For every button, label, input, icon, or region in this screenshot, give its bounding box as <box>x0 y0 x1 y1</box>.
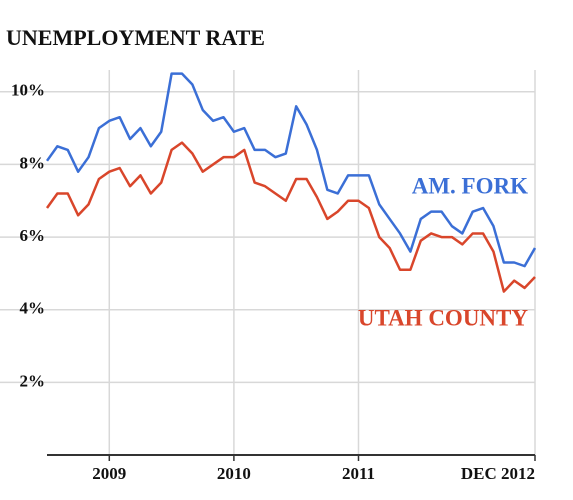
series-line <box>45 141 536 293</box>
y-tick-label: 4% <box>20 299 46 318</box>
y-tick-label: 6% <box>20 226 46 245</box>
y-tick-label: 2% <box>20 371 46 390</box>
x-tick-label: 2011 <box>342 464 375 483</box>
x-tick-label: 2009 <box>92 464 126 483</box>
y-tick-label: 8% <box>20 153 46 172</box>
series-line <box>45 72 537 268</box>
x-tick-label: 2010 <box>217 464 251 483</box>
series-label: UTAH COUNTY <box>358 305 529 330</box>
y-tick-label: 10% <box>11 81 45 100</box>
x-tick-label: DEC 2012 <box>461 464 535 483</box>
series-label: AM. FORK <box>412 173 528 198</box>
chart-title: UNEMPLOYMENT RATE <box>6 25 265 50</box>
